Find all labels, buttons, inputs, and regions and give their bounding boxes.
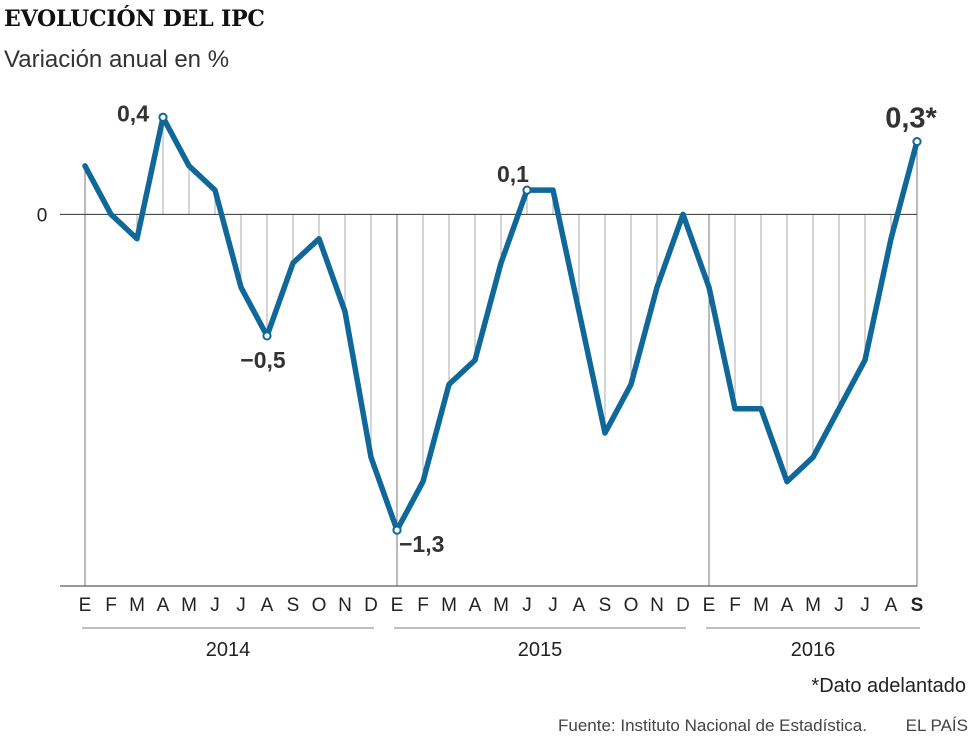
x-tick-label: M [493, 595, 509, 616]
x-tick-label: J [548, 595, 558, 616]
series-layer [82, 114, 920, 533]
x-tick-label: M [129, 595, 145, 616]
data-point-marker [522, 185, 532, 195]
x-tick-label: S [287, 595, 300, 616]
series-line-ipc [82, 114, 920, 533]
x-tick-label: J [236, 595, 246, 616]
data-label: 0,1 [497, 161, 529, 187]
notes: *Dato adelantado Fuente: Instituto Nacio… [558, 675, 968, 735]
year-label: 2014 [206, 639, 251, 661]
x-tick-label: A [261, 595, 274, 616]
x-tick-label: A [573, 595, 586, 616]
year-label: 2016 [791, 639, 836, 661]
x-tick-label: F [729, 595, 741, 616]
x-tick-label: A [885, 595, 898, 616]
x-tick-label: S [911, 595, 924, 616]
x-tick-label: J [860, 595, 870, 616]
x-tick-label: E [79, 595, 92, 616]
y-tick-label-0: 0 [37, 205, 48, 226]
x-tick-label: J [210, 595, 220, 616]
footnote: *Dato adelantado [811, 675, 966, 697]
chart-title: EVOLUCIÓN DEL IPC [4, 6, 265, 32]
x-tick-label: F [417, 595, 429, 616]
x-tick-label: E [391, 595, 404, 616]
x-tick-label: E [703, 595, 716, 616]
year-label: 2015 [518, 639, 563, 661]
x-tick-label: M [181, 595, 197, 616]
month-grid [84, 117, 918, 586]
x-tick-label: J [522, 595, 532, 616]
data-point-marker [158, 112, 168, 122]
x-tick-label: M [805, 595, 821, 616]
data-label: −1,3 [399, 531, 444, 557]
x-tick-label: A [157, 595, 170, 616]
x-tick-label: A [469, 595, 482, 616]
x-tick-label: S [599, 595, 612, 616]
x-tick-label: F [105, 595, 117, 616]
axes: 0 [37, 205, 917, 587]
x-tick-label: A [781, 595, 794, 616]
data-point-marker [392, 525, 402, 535]
x-tick-label: M [753, 595, 769, 616]
x-tick-label: N [338, 595, 352, 616]
data-labels: 0,4 −0,5 −1,3 0,1 0,3* [117, 100, 937, 557]
data-point-marker [912, 136, 922, 147]
x-tick-label: D [676, 595, 690, 616]
x-tick-label: O [312, 595, 327, 616]
data-label: −0,5 [240, 347, 286, 373]
x-tick-label: J [834, 595, 844, 616]
data-label: 0,3* [885, 103, 937, 135]
brand-text: EL PAÍS [906, 716, 968, 735]
x-tick-label: D [364, 595, 378, 616]
x-tick-label: O [624, 595, 639, 616]
chart-subtitle: Variación anual en % [4, 46, 230, 73]
x-tick-label: N [650, 595, 664, 616]
data-label: 0,4 [117, 100, 149, 126]
data-point-marker [262, 331, 272, 341]
x-tick-label: M [441, 595, 457, 616]
source-text: Fuente: Instituto Nacional de Estadístic… [558, 716, 867, 735]
